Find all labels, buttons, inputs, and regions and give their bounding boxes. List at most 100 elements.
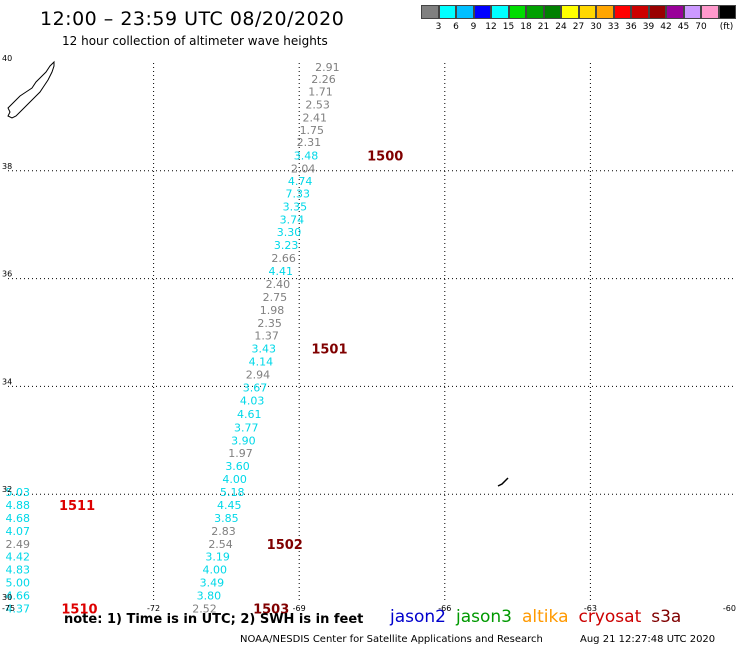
wave-height-label: 4.66 [5,590,30,603]
wave-height-label: 4.00 [203,564,228,577]
map-grid [8,63,736,602]
legend-label: 21 [537,22,550,32]
legend-swatch [526,5,544,19]
wave-height-label: 1.97 [228,447,253,460]
wave-height-label: 3.23 [274,239,299,252]
wave-height-label: 3.30 [277,226,302,239]
legend-swatch [473,5,491,19]
x-tick-label: -75 [2,604,15,613]
pass-time-label: 1503 [253,602,289,617]
wave-height-label: 7.33 [285,187,310,200]
chart-title: 12:00 – 23:59 UTC 08/20/2020 [40,8,345,30]
y-tick-label: 32 [2,485,12,494]
pass-time-label: 1501 [311,343,347,358]
wave-height-label: 1.37 [254,330,279,343]
wave-height-label: 2.35 [257,317,282,330]
chart-subtitle: 12 hour collection of altimeter wave hei… [62,34,328,48]
wave-height-label: 4.68 [5,512,30,525]
y-tick-label: 40 [2,54,12,63]
legend-swatch [438,5,456,19]
wave-height-label: 2.94 [246,369,271,382]
coastline-island [497,477,509,487]
axis-tick-labels: -75 -72 -69 -66 -63 -60 30 32 34 36 38 40 [2,54,736,613]
legend-swatch [701,5,719,19]
wave-height-label: 3.67 [243,381,268,394]
legend-swatch [613,5,631,19]
satellite-s3a: s3a [651,607,682,627]
wave-height-label: 2.31 [297,136,322,149]
satellite-altika: altika [522,607,569,627]
legend-label: 18 [520,22,532,32]
wave-height-label: 2.04 [291,163,316,176]
legend-swatch [718,5,736,19]
pass-time-label: 1500 [367,150,403,165]
legend-swatch [648,5,666,19]
wave-height-label: 2.41 [302,111,327,124]
legend-swatch [456,5,474,19]
wave-height-label: 4.42 [5,551,30,564]
legend-label: (ft) [719,22,734,32]
wave-height-label: 1.98 [260,304,285,317]
wave-height-label: 3.19 [205,551,230,564]
wave-height-label: 3.60 [225,460,250,473]
wave-height-label: 4.41 [269,265,294,278]
wave-height-label: 3.35 [283,200,308,213]
legend-label: 42 [660,22,672,32]
y-tick-label: 38 [2,162,12,171]
legend-label: 39 [642,22,655,32]
legend-label: 45 [677,22,690,32]
wave-height-label: 2.83 [211,525,236,538]
legend-label: 9 [470,22,477,32]
coastline [7,60,509,487]
color-legend: 3 6 9 12 15 18 21 24 27 30 33 36 39 42 45 70 (ft) [421,5,737,35]
wave-height-label: 5.00 [5,577,30,590]
legend-swatch [578,5,596,19]
wave-height-label: 2.66 [271,252,296,265]
x-tick-label: -69 [293,604,306,613]
x-tick-label: -63 [584,604,597,613]
legend-swatch [631,5,649,19]
wave-height-label: 2.53 [305,99,330,112]
wave-height-points: 2.912.261.712.532.411.752.313.482.044.74… [5,61,339,616]
wave-height-label: 3.49 [200,577,225,590]
wave-height-label: 4.37 [5,602,30,615]
legend-label: 3 [435,22,442,32]
wave-height-label: 5.03 [5,486,30,499]
wave-height-label: 2.40 [266,278,291,291]
wave-height-label: 2.54 [208,538,233,551]
wave-height-label: 2.75 [263,291,288,304]
wave-height-label: 3.90 [231,434,256,447]
x-tick-label: -72 [147,604,160,613]
legend-swatch [508,5,526,19]
legend-swatch [491,5,509,19]
wave-height-label: 4.45 [217,499,242,512]
wave-height-label: 3.85 [214,512,239,525]
legend-label: 6 [453,22,459,32]
footer-note: note: 1) Time is in UTC; 2) SWH is in fe… [64,612,364,627]
satellite-legend: jason2 jason3 altika cryosat s3a [390,607,691,627]
legend-swatch [561,5,579,19]
legend-label: 36 [625,22,637,32]
pass-time-label: 1511 [59,499,95,514]
footer-credit: NOAA/NESDIS Center for Satellite Applica… [240,634,543,645]
wave-height-label: 2.91 [315,61,340,74]
satellite-jason3: jason3 [456,607,512,627]
wave-height-label: 4.03 [240,394,265,407]
x-tick-label: -66 [438,604,451,613]
satellite-jason2: jason2 [390,607,446,627]
wave-height-label: 3.74 [280,213,305,226]
legend-swatch [596,5,614,19]
legend-label: 30 [590,22,602,32]
time-labels: 1500 1501 1502 1503 1511 1510 [59,150,403,618]
wave-height-label: 2.49 [5,538,30,551]
wave-height-label: 4.83 [5,564,30,577]
wave-height-label: 4.88 [5,499,30,512]
pass-time-label: 1502 [267,538,303,553]
x-tick-label: -60 [723,604,736,613]
y-tick-label: 34 [2,377,12,386]
wave-height-label: 4.74 [288,175,313,188]
y-tick-label: 30 [2,593,12,602]
pass-time-label: 1510 [61,602,97,617]
wave-height-label: 4.07 [5,525,30,538]
